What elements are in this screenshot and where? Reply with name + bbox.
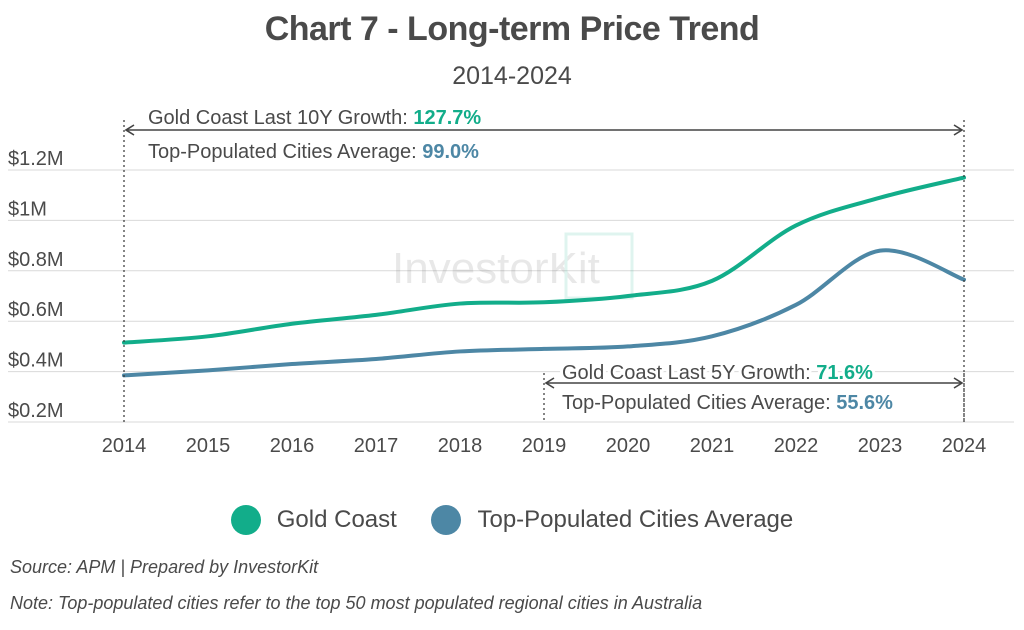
annotation-value-average: 99.0% [422,141,479,163]
source-note: Source: APM | Prepared by InvestorKit [10,557,319,577]
x-tick-label: 2015 [186,435,231,457]
x-tick-label: 2018 [438,435,483,457]
y-tick-label: $0.6M [8,299,64,321]
y-axis-labels: $0.2M $0.4M $0.6M $0.8M $1M $1.2M [8,148,64,422]
average-dot-icon [431,505,462,535]
legend-label-average: Top-Populated Cities Average [477,506,794,533]
x-tick-label: 2017 [354,435,399,457]
x-tick-label: 2021 [690,435,735,457]
annotation-value-gold-coast: 127.7% [413,107,481,129]
x-tick-label: 2020 [606,435,651,457]
annotation-label: Top-Populated Cities Average: [562,392,836,414]
series-line-gold-coast [122,175,966,345]
x-tick-label: 2022 [774,435,819,457]
annotation-gold-coast-growth: Gold Coast Last 5Y Growth: 71.6% [562,362,873,384]
line-chart: InvestorKit $0.2M $0.4M $0.6M $0.8M $1M $1.2M… [8,104,1014,457]
y-tick-label: $0.8M [8,249,64,271]
annotation-label: Gold Coast Last 10Y Growth: [148,107,413,129]
annotation-value-average: 55.6% [836,392,893,414]
gridlines [8,169,1014,423]
series-lines [122,175,966,378]
legend-item-gold-coast: Gold Coast [230,505,397,535]
footnote: Note: Top-populated cities refer to the … [10,593,703,613]
y-tick-label: $1.2M [8,148,64,170]
x-tick-label: 2014 [102,435,147,457]
watermark-text: InvestorKit [392,244,600,293]
x-axis-labels: 2014 2015 2016 2017 2018 2019 2020 2021 2022 2023… [102,435,987,457]
annotation-average-growth: Top-Populated Cities Average: 99.0% [148,141,479,163]
gold-coast-dot-icon [230,505,261,535]
y-tick-label: $0.4M [8,350,64,372]
y-tick-label: $0.2M [8,400,64,422]
legend-item-average: Top-Populated Cities Average [431,505,793,535]
x-tick-label: 2023 [858,435,903,457]
annotation-value-gold-coast: 71.6% [816,362,873,384]
y-tick-label: $1M [8,198,47,220]
arrow-head-right-icon [953,377,964,389]
watermark-logo: InvestorKit [392,232,634,300]
annotation-average-growth: Top-Populated Cities Average: 55.6% [562,392,893,414]
annotation-label: Top-Populated Cities Average: [148,141,422,163]
legend: Gold Coast Top-Populated Cities Average [0,505,1024,542]
annotation-gold-coast-growth: Gold Coast Last 10Y Growth: 127.7% [148,107,481,129]
annotation-label: Gold Coast Last 5Y Growth: [562,362,816,384]
x-tick-label: 2016 [270,435,315,457]
x-tick-label: 2019 [522,435,567,457]
growth-annotations: Gold Coast Last 10Y Growth: 127.7% Top-Po… [123,104,965,422]
legend-label-gold-coast: Gold Coast [276,506,397,533]
arrow-head-left-icon [124,124,135,136]
arrow-head-left-icon [544,377,555,389]
chart-subtitle: 2014-2024 [452,62,572,90]
series-line-top-populated-cities-average [122,248,966,378]
arrow-head-right-icon [953,124,964,136]
chart-title: Chart 7 - Long-term Price Trend [264,10,760,48]
x-tick-label: 2024 [942,435,987,457]
